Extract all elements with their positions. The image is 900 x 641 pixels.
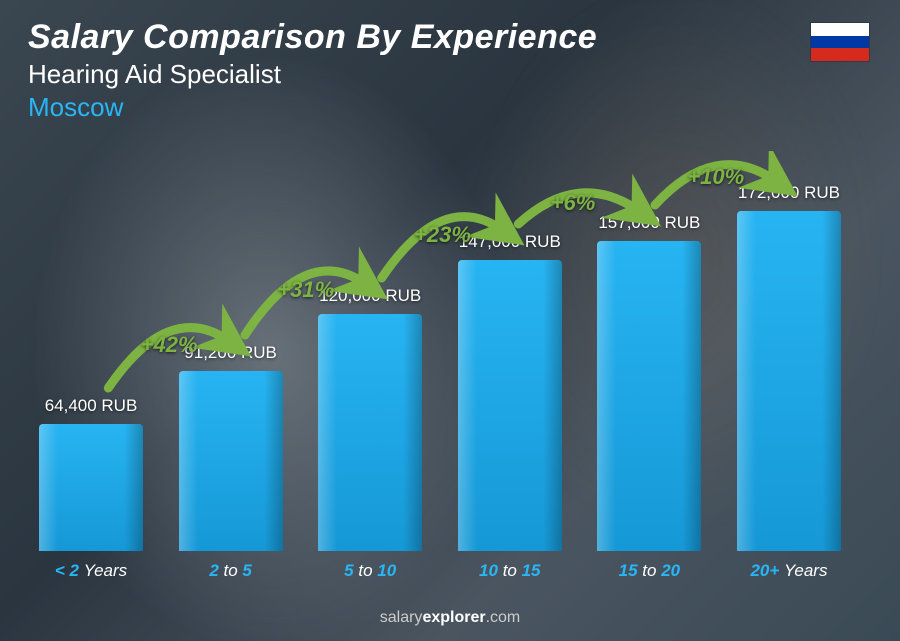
increase-percent-label: +23% — [414, 222, 471, 248]
increase-percent-label: +10% — [687, 164, 744, 190]
x-axis-label: 15 to 20 — [588, 561, 710, 581]
flag-stripe-white — [811, 23, 869, 36]
bar-group: 91,200 RUB — [170, 343, 292, 551]
bar-group: 147,000 RUB — [449, 232, 571, 551]
infographic-container: Salary Comparison By Experience Hearing … — [0, 0, 900, 641]
bar — [39, 424, 143, 551]
bar — [737, 211, 841, 551]
flag-stripe-blue — [811, 36, 869, 49]
x-axis-labels: < 2 Years 2 to 5 5 to 10 10 to 15 15 to 20 20… — [30, 561, 850, 581]
x-axis-label: < 2 Years — [30, 561, 152, 581]
footer-attribution: salaryexplorer.com — [0, 609, 900, 627]
bar-value-label: 64,400 RUB — [45, 396, 138, 416]
bar-group: 172,000 RUB — [728, 183, 850, 551]
footer-bold: explorer — [422, 609, 485, 626]
x-axis-label: 5 to 10 — [309, 561, 431, 581]
footer-prefix: salary — [380, 609, 423, 626]
increase-percent-label: +6% — [551, 190, 596, 216]
x-axis-label: 10 to 15 — [449, 561, 571, 581]
bar-value-label: 172,000 RUB — [738, 183, 840, 203]
x-axis-label: 20+ Years — [728, 561, 850, 581]
title: Salary Comparison By Experience — [28, 18, 872, 57]
bar-group: 64,400 RUB — [30, 396, 152, 551]
subtitle: Hearing Aid Specialist — [28, 59, 872, 90]
increase-percent-label: +31% — [277, 277, 334, 303]
footer-suffix: .com — [486, 609, 521, 626]
bar-value-label: 157,000 RUB — [598, 213, 700, 233]
flag-stripe-red — [811, 48, 869, 61]
bar-group: 120,000 RUB — [309, 286, 431, 551]
bar-value-label: 91,200 RUB — [184, 343, 277, 363]
x-axis-label: 2 to 5 — [170, 561, 292, 581]
bar — [597, 241, 701, 551]
bar-group: 157,000 RUB — [588, 213, 710, 551]
bar — [458, 260, 562, 551]
bar — [179, 371, 283, 551]
location: Moscow — [28, 92, 872, 123]
bar — [318, 314, 422, 551]
bar-chart: 64,400 RUB 91,200 RUB 120,000 RUB 147,000 R… — [30, 151, 850, 581]
header: Salary Comparison By Experience Hearing … — [28, 18, 872, 123]
increase-percent-label: +42% — [141, 332, 198, 358]
russia-flag-icon — [810, 22, 870, 62]
bar-value-label: 120,000 RUB — [319, 286, 421, 306]
bar-value-label: 147,000 RUB — [459, 232, 561, 252]
